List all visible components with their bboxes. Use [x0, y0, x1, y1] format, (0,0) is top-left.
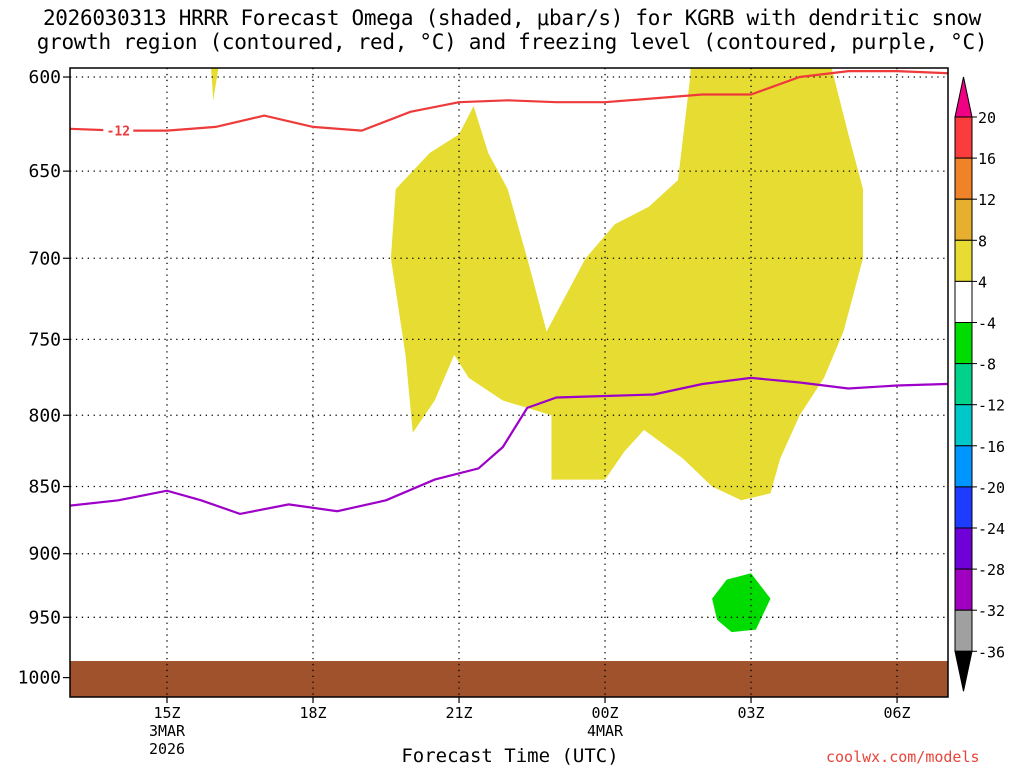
colorbar-over-arrow — [954, 76, 973, 118]
x-axis-label: Forecast Time (UTC) — [401, 745, 619, 767]
contour-line--12 — [70, 70, 948, 132]
omega-shading — [70, 0, 948, 697]
contour-label--12: -12 — [107, 125, 130, 140]
colorbar-label--36: -36 — [978, 643, 1005, 661]
colorbar-band-4 — [954, 239, 973, 282]
colorbar-band-8 — [954, 198, 973, 241]
colorbar-band-16 — [954, 116, 973, 159]
y-tick-label-850: 850 — [28, 477, 61, 498]
colorbar-band--4 — [954, 280, 973, 323]
y-axis-ticks: 2503003504004505005506006507007508008509… — [18, 67, 70, 689]
y-tick-label-900: 900 — [28, 544, 61, 565]
colorbar-band--20 — [954, 445, 973, 488]
colorbar-label--16: -16 — [978, 438, 1005, 456]
colorbar-label--12: -12 — [978, 397, 1005, 415]
temperature-contours: -18-18-12 — [70, 70, 948, 516]
x-tick-date-15Z: 3MAR — [149, 722, 186, 740]
colorbar-band--36 — [954, 609, 973, 652]
x-tick-year-15Z: 2026 — [149, 740, 185, 758]
colorbar-label--20: -20 — [978, 479, 1005, 497]
colorbar: 20 16 12 8 4 -4 -8 -12 -16 -20 -24 -28 -32 -36 — [954, 76, 1005, 692]
omega-region-3 — [390, 68, 863, 501]
x-tick-label-21Z: 21Z — [445, 704, 472, 722]
colorbar-band--24 — [954, 486, 973, 529]
plot-frame — [69, 67, 949, 698]
y-tick-label-950: 950 — [28, 607, 61, 628]
x-tick-label-06Z: 06Z — [884, 704, 911, 722]
x-tick-label-03Z: 03Z — [737, 704, 764, 722]
chart-title: 2026030313 HRRR Forecast Omega (shaded, … — [0, 6, 1024, 54]
colorbar-label-20: 20 — [978, 109, 996, 127]
colorbar-under-arrow — [954, 650, 973, 692]
colorbar-band--16 — [954, 404, 973, 447]
colorbar-label--28: -28 — [978, 561, 1005, 579]
colorbar-band--28 — [954, 527, 973, 570]
colorbar-label-4: 4 — [978, 273, 987, 291]
colorbar-label-8: 8 — [978, 232, 987, 250]
x-tick-label-15Z: 15Z — [153, 704, 180, 722]
y-tick-label-800: 800 — [28, 405, 61, 426]
omega-region-1 — [211, 68, 219, 101]
credit-link[interactable]: coolwx.com/models — [826, 748, 980, 766]
colorbar-label--8: -8 — [978, 356, 996, 374]
colorbar-label-16: 16 — [978, 150, 996, 168]
chart-title-line-1: 2026030313 HRRR Forecast Omega (shaded, … — [42, 6, 982, 30]
colorbar-label--32: -32 — [978, 602, 1005, 620]
y-tick-label-600: 600 — [28, 67, 61, 88]
y-tick-label-1000: 1000 — [18, 668, 61, 689]
x-tick-label-18Z: 18Z — [299, 704, 326, 722]
ground-fill — [70, 661, 948, 697]
colorbar-band-12 — [954, 157, 973, 200]
x-tick-date-00Z: 4MAR — [587, 722, 624, 740]
y-tick-label-750: 750 — [28, 329, 61, 350]
colorbar-band--32 — [954, 568, 973, 611]
colorbar-band--8 — [954, 322, 973, 365]
chart-title-line-2: growth region (contoured, red, °C) and f… — [36, 30, 988, 54]
colorbar-label--4: -4 — [978, 315, 996, 333]
omega-region-8 — [712, 573, 771, 633]
colorbar-band--12 — [954, 363, 973, 406]
contour-label-bg — [103, 122, 134, 138]
y-tick-label-700: 700 — [28, 248, 61, 269]
plot-border — [69, 67, 949, 698]
x-tick-label-00Z: 00Z — [591, 704, 618, 722]
colorbar-label--24: -24 — [978, 520, 1005, 538]
colorbar-label-12: 12 — [978, 191, 996, 209]
contour-line-0 — [70, 376, 948, 516]
omega-region-2 — [542, 0, 586, 47]
y-tick-label-650: 650 — [28, 161, 61, 182]
